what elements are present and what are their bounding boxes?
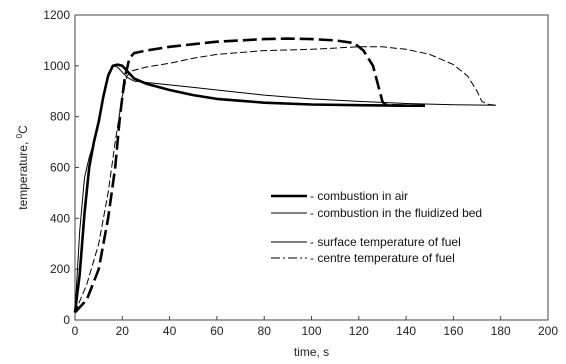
- x-tick-label: 160: [443, 324, 463, 338]
- plot-frame: [74, 14, 549, 321]
- x-tick-label: 0: [72, 324, 79, 338]
- legend: - combustion in air - combustion in the …: [271, 189, 482, 265]
- legend-text-fluidized: - combustion in the fluidized bed: [310, 206, 482, 220]
- y-tick-label: 400: [50, 211, 70, 225]
- x-axis-label: time, s: [294, 345, 329, 359]
- y-axis-label-superscript: 0: [15, 133, 24, 138]
- y-axis-label: temperature, 0C: [15, 125, 30, 210]
- series-line-fluidized-centre: [74, 46, 497, 313]
- series-line-air-surface: [73, 63, 425, 313]
- x-tick-label: 120: [349, 324, 369, 338]
- y-axis-label-text: temperature,: [16, 138, 30, 209]
- x-tick-label: 40: [163, 324, 177, 338]
- legend-text-centre: - centre temperature of fuel: [310, 251, 455, 265]
- y-axis-label-unit: C: [16, 125, 30, 134]
- x-tick-label: 80: [258, 324, 272, 338]
- y-tick-label: 1200: [43, 8, 70, 22]
- x-tick-label: 20: [116, 324, 130, 338]
- legend-text-surface: - surface temperature of fuel: [310, 235, 461, 249]
- y-tick-label: 1000: [43, 59, 70, 73]
- x-axis: 0 20 40 60 80 100 120 140 160 180 200: [72, 316, 558, 338]
- y-axis: 0 200 400 600 800 1000 1200: [43, 8, 79, 327]
- x-tick-label: 60: [210, 324, 224, 338]
- x-tick-label: 140: [396, 324, 416, 338]
- y-tick-label: 200: [50, 262, 70, 276]
- legend-text-air: - combustion in air: [310, 189, 408, 203]
- y-tick-label: 0: [63, 313, 70, 327]
- y-tick-label: 600: [50, 161, 70, 175]
- series-line-air-centre: [74, 37, 425, 314]
- y-tick-label: 800: [50, 110, 70, 124]
- series-layer: [73, 37, 497, 314]
- x-tick-label: 200: [538, 324, 558, 338]
- x-tick-label: 180: [491, 324, 511, 338]
- x-tick-label: 100: [301, 324, 321, 338]
